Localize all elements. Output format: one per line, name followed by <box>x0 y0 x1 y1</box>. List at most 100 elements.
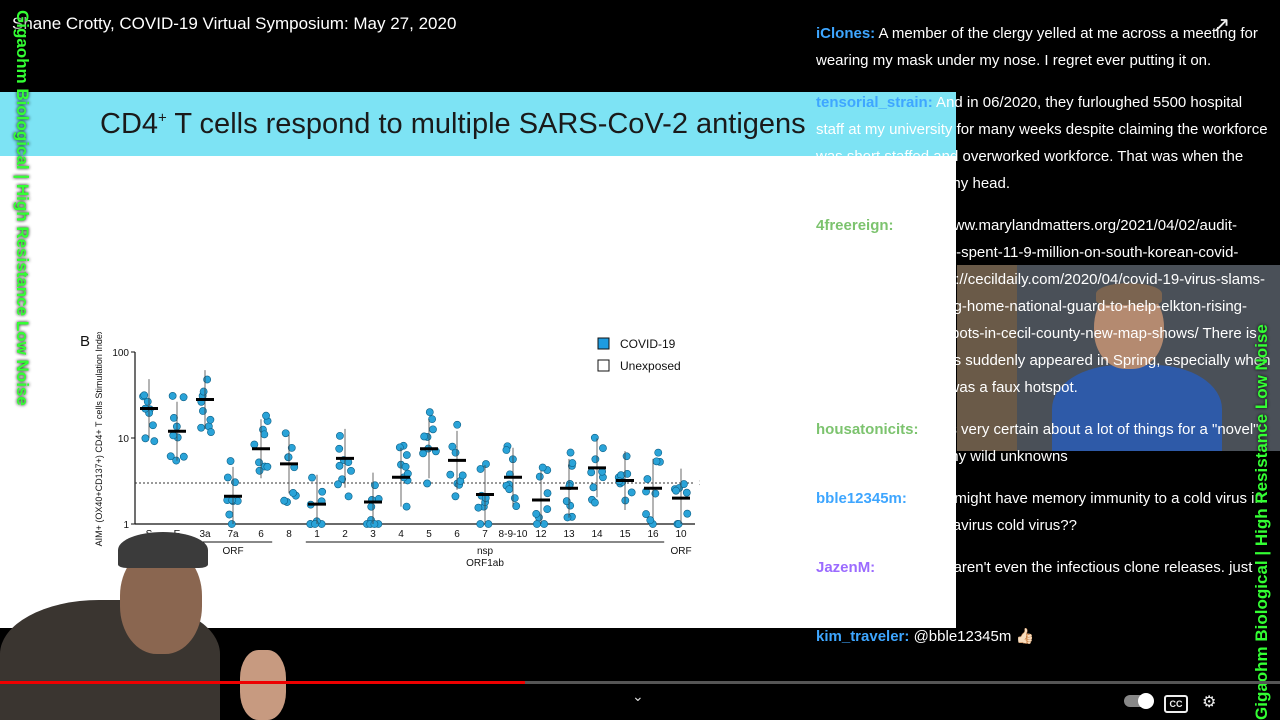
data-point <box>311 520 319 528</box>
x-tick-label: 7a <box>227 529 239 540</box>
data-point <box>338 475 347 484</box>
chat-text: so we might have memory immunity to a co… <box>816 490 1263 534</box>
data-point <box>207 428 215 436</box>
video-title: Shane Crotty, COVID-19 Virtual Symposium… <box>12 14 457 33</box>
data-point <box>622 452 631 461</box>
chat-text: And in 06/2020, they furloughed 5500 hos… <box>816 94 1268 192</box>
legend-label: Unexposed <box>620 359 681 373</box>
threshold-label: SI=3 <box>699 478 700 489</box>
streamer-cap <box>118 532 208 568</box>
data-point <box>672 486 680 495</box>
chat-author[interactable]: kim_traveler: <box>816 628 910 645</box>
data-point <box>227 520 236 528</box>
data-point <box>562 497 571 506</box>
data-point <box>538 463 547 472</box>
data-point <box>347 467 355 475</box>
data-point <box>395 443 404 452</box>
group-label: nsp <box>477 546 494 557</box>
cc-button[interactable]: CC <box>1164 695 1188 713</box>
data-point <box>170 413 178 422</box>
x-tick-label: 13 <box>563 529 575 540</box>
data-point <box>642 510 650 518</box>
data-point <box>370 520 379 528</box>
x-tick-label: 1 <box>314 529 320 540</box>
chat-text: A member of the clergy yelled at me acro… <box>816 25 1258 69</box>
data-point <box>683 509 692 518</box>
data-point <box>482 460 490 468</box>
x-tick-label: 2 <box>342 529 348 540</box>
data-point <box>651 489 660 498</box>
chat-text: I bet these aren't even the infectious c… <box>816 559 1253 603</box>
data-point <box>344 492 353 501</box>
data-point <box>335 461 344 470</box>
data-point <box>336 431 344 440</box>
data-point <box>172 456 181 465</box>
streamer-hand <box>240 650 286 720</box>
data-point <box>476 520 485 528</box>
data-point <box>335 444 344 453</box>
data-point <box>260 430 269 439</box>
autoplay-toggle[interactable] <box>1124 693 1154 709</box>
data-point <box>179 452 188 461</box>
y-axis-label: AIM+ (OX40+CD137+) CD4+ T cells Stimulat… <box>94 332 104 546</box>
data-point <box>451 492 460 501</box>
watermark-right: Gigaohm Biological | High Resistance Low… <box>1252 324 1271 720</box>
data-point <box>402 451 411 459</box>
chat-author[interactable]: bble12345m: <box>816 490 907 507</box>
data-point <box>250 440 259 449</box>
chat-message: JazenM: I bet these aren't even the infe… <box>816 554 1271 608</box>
data-point <box>674 520 683 528</box>
progress-bar[interactable] <box>0 681 1280 684</box>
data-point <box>308 473 316 482</box>
chat-message: tensorial_strain: And in 06/2020, they f… <box>816 89 1271 197</box>
data-point <box>149 421 157 430</box>
data-point <box>589 483 598 492</box>
slide-header <box>0 92 956 156</box>
group-label: ORF1ab <box>466 558 504 569</box>
data-point <box>281 429 290 438</box>
data-point <box>287 443 296 452</box>
gear-icon[interactable]: ⚙ <box>1202 694 1217 711</box>
data-point <box>179 393 188 402</box>
data-point <box>231 478 239 487</box>
chat-author[interactable]: housatonicits: <box>816 421 919 438</box>
title-part-2: T cells respond to multiple SARS-CoV-2 a… <box>166 108 806 140</box>
data-point <box>680 480 688 488</box>
data-point <box>458 471 467 480</box>
share-icon[interactable]: ↗ <box>1212 12 1231 37</box>
data-point <box>543 489 552 498</box>
data-point <box>623 469 632 478</box>
streamer-overlay <box>0 520 290 720</box>
chat-text: He is very certain about a lot of things… <box>816 421 1259 465</box>
x-tick-label: 7 <box>482 529 488 540</box>
x-tick-label: 8-9-10 <box>499 529 528 540</box>
data-point <box>371 481 379 490</box>
x-tick-label: 3 <box>370 529 376 540</box>
chevron-down-icon[interactable]: ⌄ <box>632 688 644 704</box>
data-point <box>428 415 437 424</box>
panel-letter: B <box>80 333 90 350</box>
progress-played <box>0 681 525 684</box>
data-point <box>402 502 411 511</box>
data-point <box>225 510 234 519</box>
title-part-1: CD4 <box>100 108 159 140</box>
y-tick-label: 1 <box>123 520 129 531</box>
chat-text: https://www.marylandmatters.org/2021/04/… <box>816 217 1271 396</box>
x-tick-label: 14 <box>591 529 603 540</box>
data-point <box>429 425 437 434</box>
data-point <box>425 408 434 417</box>
data-point <box>682 488 691 497</box>
data-point <box>587 468 596 477</box>
chat-author[interactable]: JazenM: <box>816 559 876 576</box>
group-label: ORF <box>222 546 243 557</box>
data-point <box>543 505 552 514</box>
chat-author[interactable]: tensorial_strain: <box>816 94 933 111</box>
legend-swatch <box>597 359 610 372</box>
data-point <box>568 459 577 467</box>
chat-author[interactable]: iClones: <box>816 25 876 42</box>
x-tick-label: 6 <box>258 529 264 540</box>
speaker-hair <box>1096 283 1162 305</box>
data-point <box>652 457 661 466</box>
x-tick-label: 16 <box>647 529 659 540</box>
chat-author[interactable]: 4freereign: <box>816 217 894 234</box>
